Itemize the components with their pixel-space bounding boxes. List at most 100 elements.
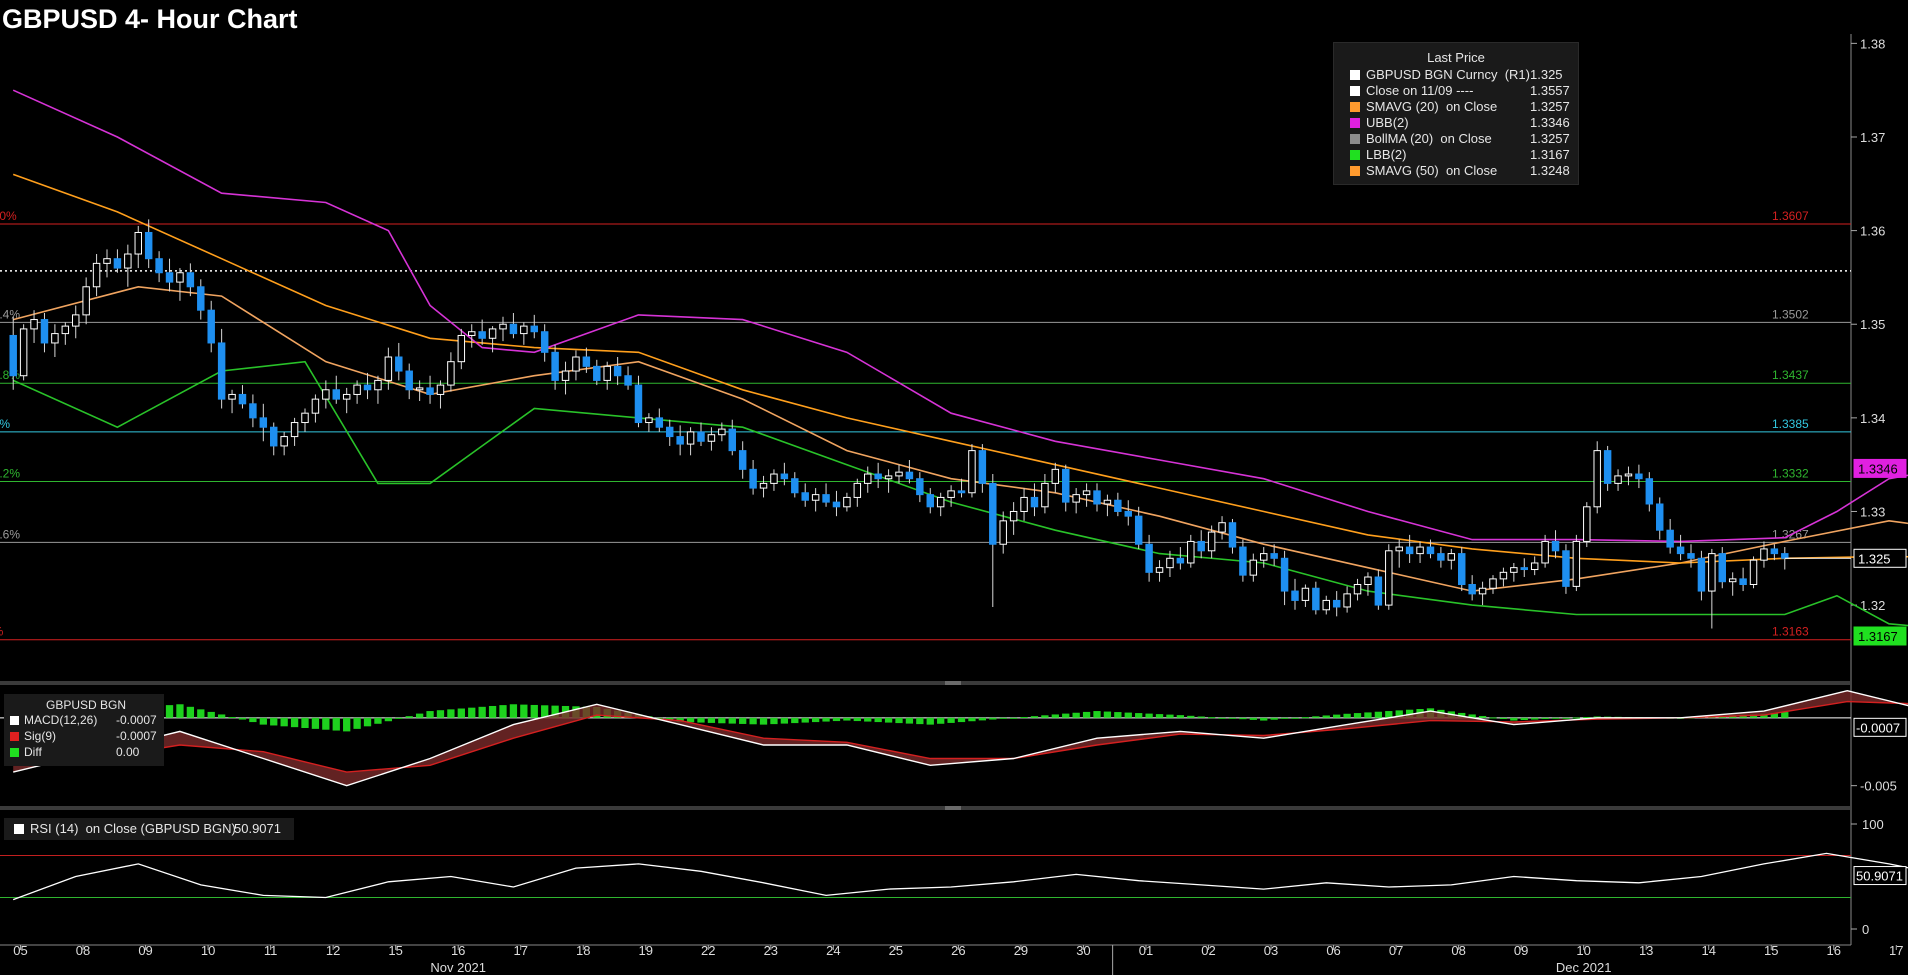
candle-body (197, 286, 205, 311)
candle-body (968, 450, 976, 494)
candle-body (1228, 522, 1237, 548)
y-tick-label: 1.34 (1860, 411, 1885, 426)
candle-body (72, 314, 80, 327)
macd-diff-bar (1051, 714, 1059, 718)
macd-diff-bar (395, 717, 403, 719)
candle-body (1280, 557, 1289, 592)
x-tick-label: 09 (138, 943, 152, 958)
macd-legend-name: MACD(12,26) (24, 713, 98, 727)
candle-body (874, 473, 882, 480)
macd-diff-bar (207, 711, 215, 718)
candle-body (582, 356, 591, 367)
candle-body (1041, 482, 1049, 508)
macd-legend-value: 0.00 (116, 745, 140, 759)
candle-body (978, 450, 987, 484)
price-marker (1853, 548, 1907, 568)
macd-diff-bar (1468, 714, 1476, 718)
candle-body (936, 496, 945, 508)
x-tick-label: 13 (1639, 943, 1653, 958)
candle-body (40, 319, 49, 344)
x-tick-label: 19 (639, 943, 653, 958)
candle-body (1124, 510, 1132, 517)
candle-body (989, 482, 997, 545)
macd-diff-bar (1041, 715, 1049, 718)
candle-body (655, 417, 664, 428)
macd-diff-bar (1385, 711, 1393, 718)
candle-body (270, 426, 278, 447)
macd-diff-bar (1270, 717, 1278, 720)
macd-diff-bar (749, 717, 757, 725)
macd-diff-bar (1541, 717, 1549, 720)
macd-diff-bar (905, 717, 914, 724)
legend-swatch (14, 824, 24, 834)
macd-marker (1853, 717, 1907, 737)
macd-diff-bar (1291, 717, 1299, 719)
candle-body (1468, 584, 1476, 595)
candle-body (1062, 468, 1070, 503)
macd-legend-item: Diff 0.00 (4, 744, 164, 760)
macd-diff-bar (1009, 717, 1018, 719)
candle-body (926, 494, 934, 508)
macd-diff-bar (1312, 716, 1320, 718)
candle-body (1145, 543, 1153, 573)
candle-body (718, 428, 726, 436)
candle-body (19, 328, 28, 377)
legend-item-name: LBB(2) (1366, 147, 1407, 162)
macd-diff-bar (968, 717, 976, 722)
x-tick-label: 15 (388, 943, 402, 958)
rsi-y-tick-label: 0 (1862, 922, 1869, 937)
macd-diff-bar (1364, 712, 1372, 718)
candle-body (1405, 546, 1414, 555)
price-marker (1853, 458, 1907, 478)
fib-percent-label: 38.2% (0, 467, 20, 481)
candle-body (1364, 576, 1372, 586)
macd-diff-bar (499, 705, 507, 718)
macd-diff-bar (822, 717, 830, 722)
rsi-marker-label: 50.9071 (1856, 869, 1903, 884)
legend-item-value: 1.3257 (1530, 99, 1570, 114)
macd-diff-bar (311, 717, 320, 729)
candle-body (1551, 540, 1560, 552)
candle-body (624, 375, 632, 386)
candle-body (853, 482, 862, 498)
rsi-y-tick-label: 100 (1862, 817, 1884, 832)
candle-body (1187, 540, 1195, 564)
macd-diff-bar (1489, 717, 1497, 719)
macd-diff-bar (1176, 715, 1185, 718)
price-marker (1853, 626, 1907, 646)
macd-diff-bar (1020, 716, 1028, 718)
legend-item-name: BollMA (20) on Close (1366, 131, 1492, 146)
candle-body (572, 356, 580, 372)
fib-percent-label: 23.6% (0, 527, 20, 541)
candle-body (405, 370, 413, 391)
macd-diff-bar (176, 704, 184, 718)
candle-body (843, 496, 851, 508)
macd-diff-bar (447, 709, 455, 718)
macd-diff-bar (1510, 717, 1518, 721)
candle-body (249, 403, 257, 419)
candle-body (1739, 578, 1747, 586)
candle-body (1656, 503, 1664, 531)
candle-body (884, 475, 893, 480)
candle-body (1197, 540, 1205, 552)
macd-diff-bar (332, 717, 340, 731)
candle-body (1635, 473, 1643, 480)
candle-body (1478, 587, 1487, 595)
legend-item-value: 1.3248 (1530, 163, 1570, 178)
candle-body (1583, 506, 1591, 542)
candle-body (217, 342, 226, 400)
x-tick-label: 24 (826, 943, 840, 958)
candle-body (1666, 529, 1674, 548)
macd-diff-bar (1760, 713, 1768, 718)
candle-body (759, 482, 768, 489)
candle-body (801, 492, 809, 501)
y-tick-label: 1.32 (1860, 598, 1885, 613)
candle-body (207, 309, 215, 344)
candle-body (1718, 553, 1726, 583)
candle-body (530, 325, 538, 333)
macd-diff-bar (509, 704, 518, 718)
macd-legend-header: GBPUSD BGN (46, 698, 127, 712)
macd-diff-bar (1030, 716, 1039, 718)
candle-body (1009, 510, 1018, 522)
candle-body (957, 490, 966, 494)
